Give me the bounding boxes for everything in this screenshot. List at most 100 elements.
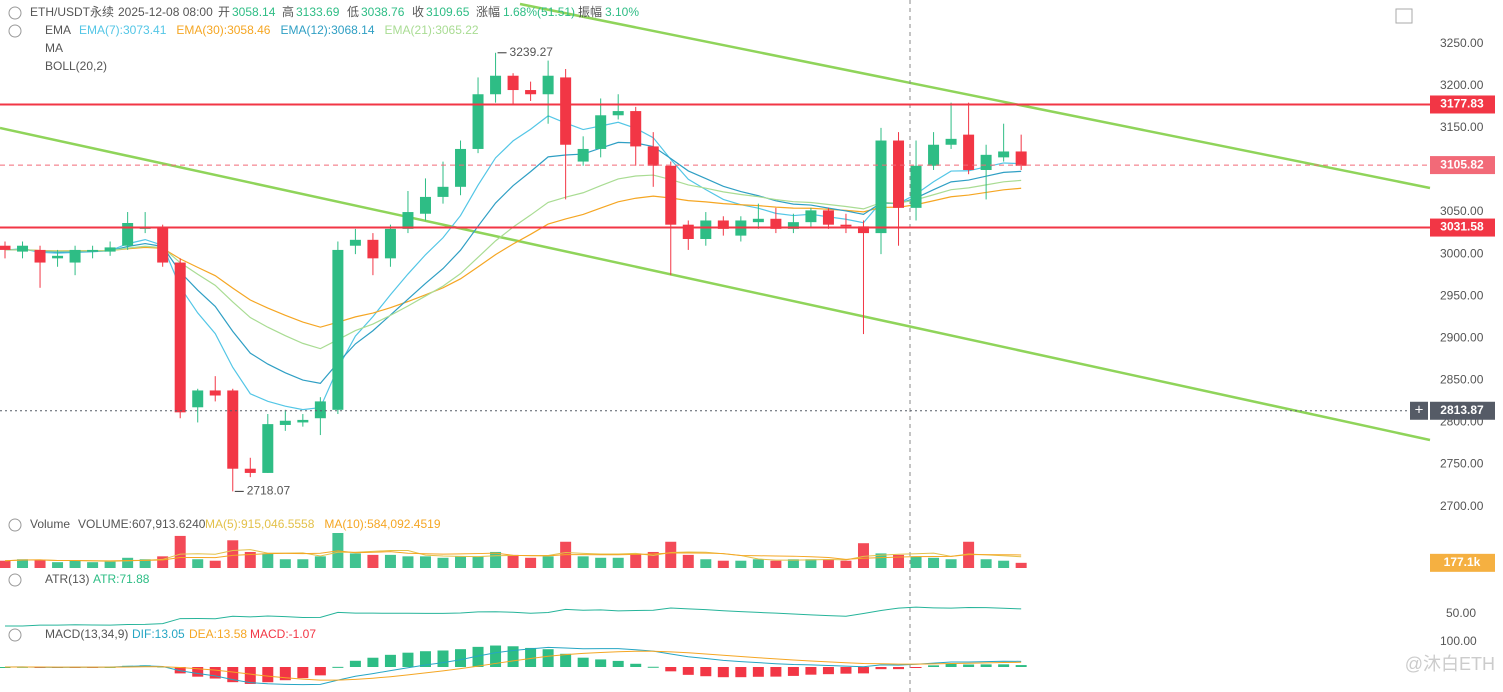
macd-bar <box>875 667 887 670</box>
volume-bar <box>209 560 221 568</box>
date: 2025-12-08 08:00 <box>118 5 213 19</box>
candle-body <box>945 138 957 145</box>
volume-bar <box>507 554 519 568</box>
volume-bar <box>577 556 589 568</box>
candle-body <box>279 420 291 425</box>
volume-bar <box>384 554 396 568</box>
candle-body <box>770 218 782 229</box>
price-tag-label: 3031.58 <box>1440 220 1484 234</box>
volume-bar <box>735 560 747 568</box>
value: 3.10% <box>605 5 639 19</box>
candle-body <box>244 468 256 473</box>
candle-body <box>437 186 449 197</box>
macd-bar <box>735 667 747 678</box>
indicator-title: ATR(13) <box>45 572 89 586</box>
macd-bar <box>717 667 729 678</box>
macd-bar <box>945 663 957 667</box>
indicator-title: MA <box>45 41 63 55</box>
macd-bar <box>437 650 449 667</box>
volume-bar <box>770 560 782 568</box>
candle-body <box>34 249 46 263</box>
macd-bar <box>682 667 694 675</box>
volume-ma-line <box>4 550 1022 562</box>
macd-bar <box>525 647 537 667</box>
candle-body <box>998 151 1010 158</box>
value: 1.68%(51.51) <box>503 5 575 19</box>
candle-body <box>840 224 852 227</box>
macd-bar <box>805 667 817 675</box>
candle-body <box>332 249 344 410</box>
volume-bar <box>244 551 256 568</box>
macd-bar <box>455 649 467 667</box>
candle-body <box>577 148 589 162</box>
value: 3109.65 <box>426 5 470 19</box>
collapse-icon[interactable] <box>8 518 22 532</box>
volume-bar <box>822 559 834 568</box>
symbol: ETH/USDT永续 <box>30 5 114 19</box>
legend-entry: MA(10):584,092.4519 <box>324 517 440 531</box>
volume-bar <box>34 559 46 568</box>
crosshair-add <box>1410 401 1428 420</box>
candle-body <box>980 154 992 170</box>
collapse-icon[interactable] <box>8 6 22 20</box>
macd-bar <box>928 665 940 667</box>
volume-bar <box>542 556 554 568</box>
macd-bar <box>822 667 834 675</box>
volume-bar <box>192 559 204 568</box>
candle-body <box>717 220 729 229</box>
volume-bar <box>928 557 940 568</box>
y-tick-label: 100.00 <box>1440 634 1477 648</box>
candle-body <box>665 165 677 225</box>
volume-bar <box>945 559 957 568</box>
collapse-icon[interactable] <box>8 24 22 38</box>
macd-bar <box>612 660 624 667</box>
collapse-icon[interactable] <box>8 628 22 642</box>
volume-bar <box>647 551 659 568</box>
volume-bar <box>665 541 677 568</box>
y-tick-label: 2750.00 <box>1440 457 1484 471</box>
volume-bar <box>525 557 537 568</box>
macd-bar <box>419 651 431 667</box>
high-marker: 3239.27 <box>510 45 554 59</box>
volume-tag <box>1430 553 1495 572</box>
candle-body <box>805 210 817 223</box>
y-tick-label: 50.00 <box>1446 606 1476 620</box>
candle-body <box>682 224 694 239</box>
macd-bar <box>262 667 274 683</box>
y-tick-label: 3000.00 <box>1440 246 1484 260</box>
volume-bar <box>367 554 379 568</box>
collapse-icon[interactable] <box>8 573 22 587</box>
macd-bar <box>279 667 291 681</box>
macd-bar <box>227 667 239 683</box>
candle-body <box>910 165 922 208</box>
price-tag-label: 2813.87 <box>1440 403 1484 417</box>
macd-bar <box>542 649 554 667</box>
macd-bar <box>647 666 659 668</box>
legend-entry: MA(5):915,046.5558 <box>205 517 315 531</box>
macd-bar <box>507 646 519 667</box>
macd-bar <box>577 657 589 667</box>
volume-bar <box>787 559 799 568</box>
macd-bar <box>490 645 502 667</box>
candle-body <box>384 228 396 259</box>
label: 收 <box>412 5 424 19</box>
value: 3058.14 <box>232 5 276 19</box>
dea-line <box>4 650 1022 681</box>
macd-bar <box>314 667 326 676</box>
y-tick-label: 3050.00 <box>1440 204 1484 218</box>
indicator-value: VOLUME:607,913.6240 <box>78 517 206 531</box>
candle-body <box>875 140 887 234</box>
candle-body <box>455 148 467 187</box>
candle-body <box>349 239 361 246</box>
macd-bar <box>384 654 396 667</box>
label: 振幅 <box>578 4 602 19</box>
candle-body <box>507 75 519 91</box>
candle-body <box>893 140 905 208</box>
crosshair-plus: + <box>1415 402 1424 419</box>
fullscreen-icon[interactable] <box>1395 8 1413 24</box>
volume-bar <box>805 559 817 568</box>
label: 高 <box>282 4 294 19</box>
candle-body <box>963 134 975 170</box>
indicator-title: BOLL(20,2) <box>45 59 107 73</box>
